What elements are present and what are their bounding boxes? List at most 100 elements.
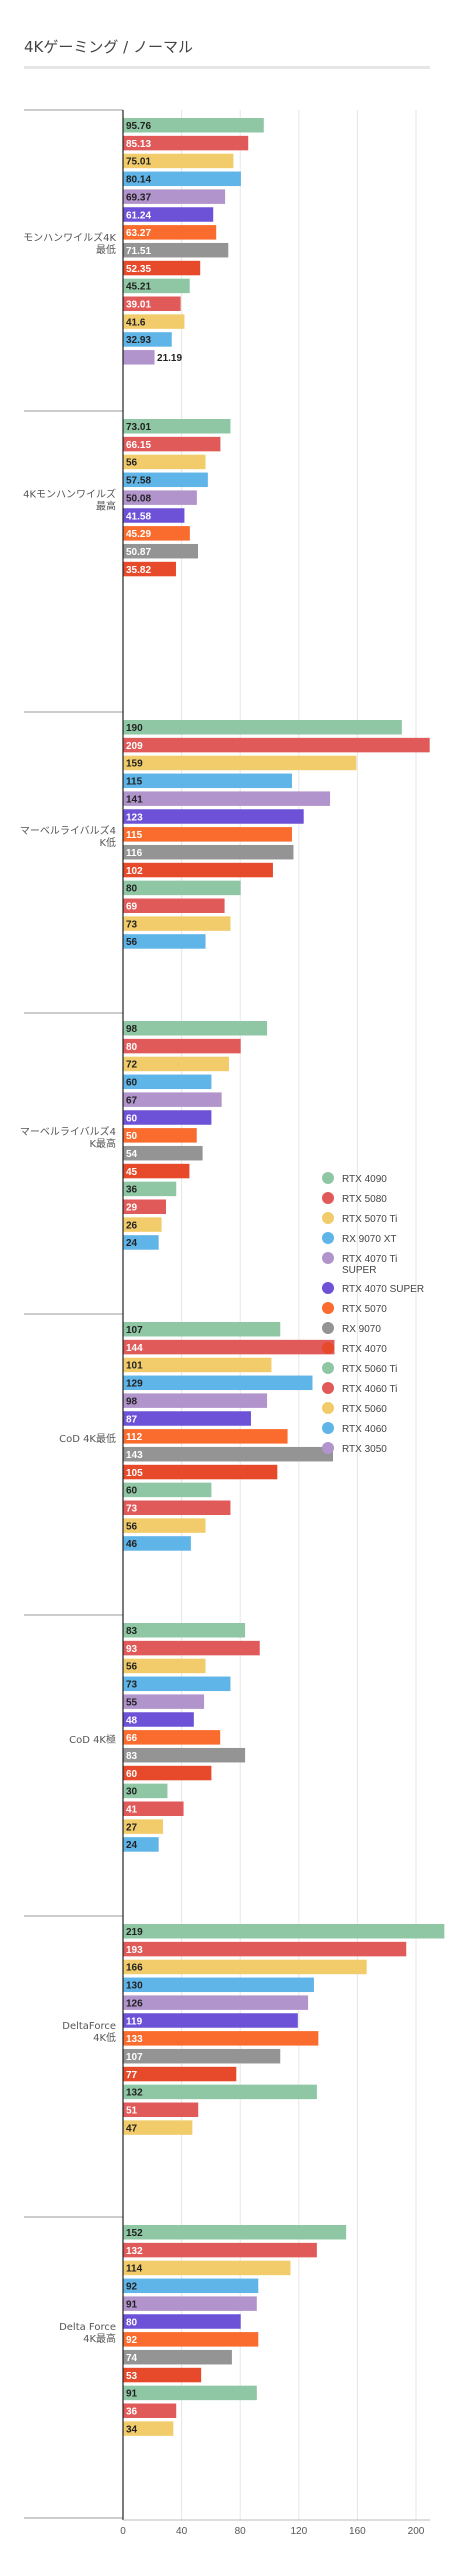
legend-label: RTX 5060 <box>342 1404 387 1415</box>
data-label: 69 <box>126 902 138 913</box>
data-label: 48 <box>126 1715 138 1726</box>
bar <box>123 2084 317 2100</box>
legend-label: RTX 4060 <box>342 1424 387 1435</box>
data-label: 56 <box>126 1521 138 1532</box>
bar <box>123 2120 193 2135</box>
data-label: 114 <box>126 2264 143 2275</box>
legend-label: RTX 3050 <box>342 1444 387 1455</box>
data-label: 45 <box>126 1167 138 1178</box>
data-label: 60 <box>126 1078 138 1089</box>
data-label: 66.15 <box>126 440 151 451</box>
bar <box>123 2332 259 2347</box>
chart-title: 4Kゲーミング / ノーマル <box>24 38 193 56</box>
bar <box>123 1464 278 1480</box>
data-label: 69.37 <box>126 192 151 203</box>
legend-label: RX 9070 <box>342 1324 381 1335</box>
bar <box>123 1038 241 1054</box>
x-tick-label: 40 <box>176 2526 188 2537</box>
bar <box>123 2367 202 2383</box>
bar <box>123 543 199 559</box>
bar <box>123 2278 259 2294</box>
bar <box>123 809 304 824</box>
x-tick-label: 0 <box>120 2526 126 2537</box>
group-label: K低 <box>99 836 116 849</box>
data-label: 130 <box>126 1981 143 1992</box>
data-label: 73.01 <box>126 422 151 433</box>
bar <box>123 472 208 488</box>
bar <box>123 720 402 735</box>
group-label: CoD 4K最低 <box>59 1432 116 1445</box>
legend-marker <box>322 1362 334 1374</box>
data-label: 85.13 <box>126 139 151 150</box>
data-label: 24 <box>126 1238 138 1249</box>
bar <box>123 1056 229 1072</box>
data-label: 29 <box>126 1203 138 1214</box>
bar <box>123 2314 241 2329</box>
legend-label: RTX 4070 <box>342 1344 387 1355</box>
legend-marker <box>322 1322 334 1334</box>
data-label: 91 <box>126 2299 138 2310</box>
data-label: 193 <box>126 1945 143 1956</box>
bar <box>123 189 226 204</box>
x-tick-label: 80 <box>235 2526 247 2537</box>
data-label: 32.93 <box>126 335 151 346</box>
data-label: 119 <box>126 2016 143 2027</box>
bar <box>123 1694 205 1709</box>
bar <box>123 2403 177 2418</box>
bar <box>123 1021 268 1036</box>
data-label: 73 <box>126 1504 138 1515</box>
data-label: 73 <box>126 919 138 930</box>
bar <box>123 1712 194 1727</box>
bar <box>123 862 273 878</box>
group-label: マーベルライバルズ4 <box>20 1125 116 1138</box>
bar <box>123 419 231 434</box>
bar <box>123 171 241 187</box>
data-label: 107 <box>126 1325 143 1336</box>
data-label: 55 <box>126 1697 138 1708</box>
bar <box>123 1747 246 1763</box>
bar <box>123 436 221 452</box>
legend-marker <box>322 1302 334 1314</box>
bar <box>123 1163 190 1179</box>
data-label: 36 <box>126 1185 138 1196</box>
data-label: 190 <box>126 723 143 734</box>
data-label: 93 <box>126 1644 138 1655</box>
data-label: 74 <box>126 2353 138 2364</box>
data-label: 45.21 <box>126 282 151 293</box>
bar <box>123 1235 159 1250</box>
data-label: 83 <box>126 1751 138 1762</box>
data-label: 67 <box>126 1095 138 1106</box>
bar <box>123 773 292 789</box>
data-label: 30 <box>126 1787 138 1798</box>
bar <box>123 242 229 258</box>
data-label: 87 <box>126 1414 138 1425</box>
bar <box>123 1110 212 1125</box>
bar <box>123 934 206 949</box>
legend-marker <box>322 1192 334 1204</box>
group-label: CoD 4K極 <box>69 1733 116 1746</box>
data-label: 57.58 <box>126 476 151 487</box>
legend-label: RTX 5060 Ti <box>342 1364 397 1375</box>
group-label: K最高 <box>89 1137 116 1150</box>
data-label: 73 <box>126 1680 138 1691</box>
data-label: 60 <box>126 1113 138 1124</box>
data-label: 143 <box>126 1450 143 1461</box>
legend-label: RTX 5080 <box>342 1194 387 1205</box>
bar <box>123 1482 212 1498</box>
bar <box>123 2048 281 2064</box>
data-label: 144 <box>126 1343 143 1354</box>
bar <box>123 2225 347 2240</box>
data-label: 219 <box>126 1927 143 1938</box>
data-label: 159 <box>126 759 143 770</box>
data-label: 35.82 <box>126 565 151 576</box>
group-label: 4K最高 <box>83 2332 116 2345</box>
legend-marker <box>322 1252 334 1264</box>
data-label: 41.6 <box>126 317 146 328</box>
bar <box>123 1393 268 1408</box>
legend-label: RTX 5070 <box>342 1304 387 1315</box>
legend-label: RTX 4070 SUPER <box>342 1284 424 1295</box>
bar <box>123 225 217 240</box>
legend-marker <box>322 1402 334 1414</box>
data-label: 26 <box>126 1220 138 1231</box>
data-label: 36 <box>126 2407 138 2418</box>
